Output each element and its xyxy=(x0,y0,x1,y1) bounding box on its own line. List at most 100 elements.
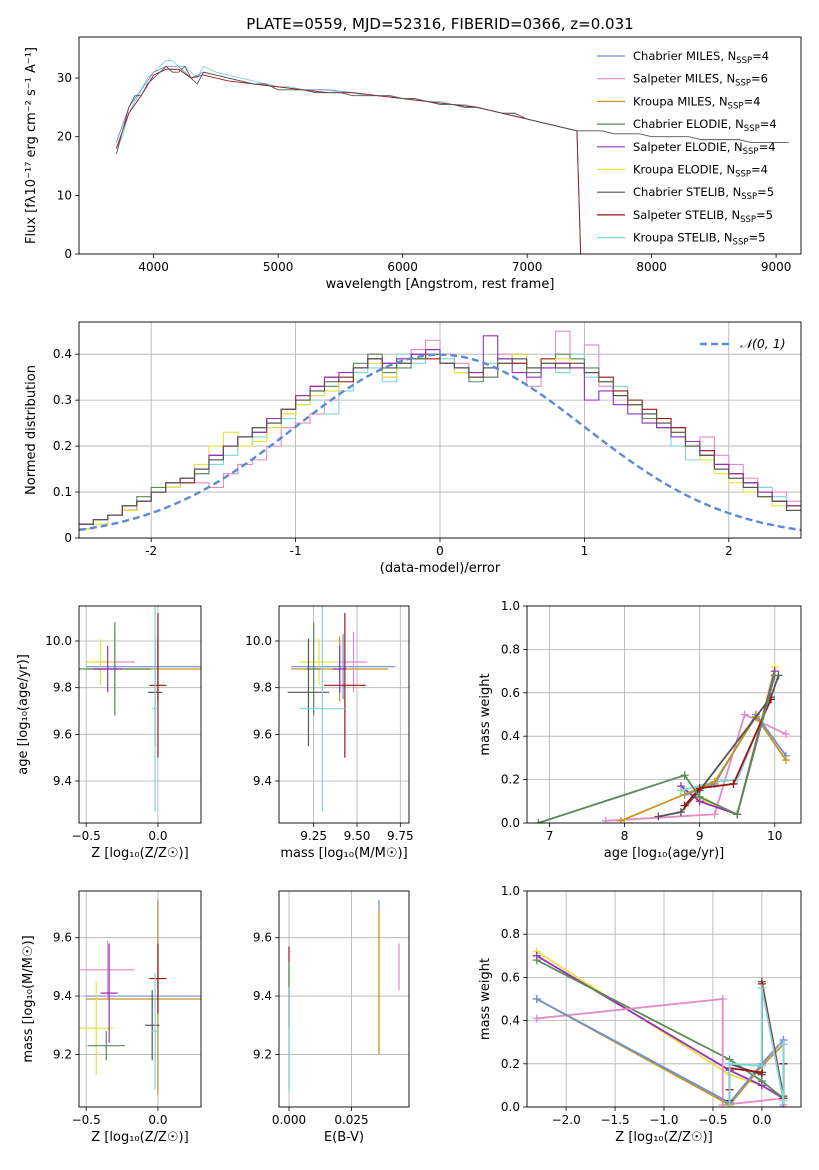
x-tick-label: 4000 xyxy=(138,260,169,274)
plus-marker xyxy=(725,1103,734,1107)
weight-series xyxy=(680,695,775,810)
legend-entry: Chabrier STELIB, NSSP=5 xyxy=(597,185,774,202)
weight-vs-z-panel: −2.0 −1.5 −1.0 −0.5 0.0 0.0 0.2 0.4 0.6 0.8 1.0 Z [… xyxy=(478,884,802,1145)
axes-frame xyxy=(78,890,202,1108)
plus-marker xyxy=(757,1061,766,1070)
axes-frame xyxy=(526,890,802,1108)
age-vs-mass-marks xyxy=(287,606,396,812)
weight-line xyxy=(728,988,785,1107)
axes-frame xyxy=(78,605,202,824)
weight-series xyxy=(725,984,788,1107)
legend-label: 𝒩(0, 1) xyxy=(740,336,786,351)
y-tick-label: 0.6 xyxy=(501,686,520,700)
weight-series xyxy=(725,977,788,1105)
y-tick-label: 9.6 xyxy=(253,931,272,945)
y-tick-label: 0 xyxy=(64,247,72,261)
y-tick-label: 0.4 xyxy=(501,1014,520,1028)
plus-marker xyxy=(532,956,541,965)
x-tick-label: 0.000 xyxy=(272,1113,306,1127)
weight-series xyxy=(616,712,790,823)
x-tick-label: 9.25 xyxy=(300,829,327,843)
age-vs-z-panel: −0.5 0.0 9.4 9.6 9.8 10.0 Z [log₁₀(Z/Z☉)] age [… xyxy=(16,605,202,861)
y-tick-label: 0.0 xyxy=(501,1100,520,1114)
spectrum-line xyxy=(115,60,582,254)
weight-line xyxy=(728,983,785,1099)
plus-marker xyxy=(695,784,704,793)
weight-line xyxy=(537,675,776,823)
x-tick-label: −0.5 xyxy=(698,1113,727,1127)
y-tick-label: 1.0 xyxy=(501,884,520,898)
y-tick-label: 0.6 xyxy=(501,970,520,984)
y-tick-label: 9.2 xyxy=(53,1047,72,1061)
plus-marker xyxy=(676,786,685,795)
legend-label: Chabrier MILES, NSSP=4 xyxy=(633,49,769,66)
x-tick-label: −1.5 xyxy=(601,1113,630,1127)
weight-series xyxy=(601,710,790,823)
x-axis-label: Z [log₁₀(Z/Z☉)] xyxy=(91,846,188,861)
y-tick-label: 10 xyxy=(57,188,72,202)
y-tick-label: 1.0 xyxy=(501,599,520,613)
errorbar-point xyxy=(93,645,123,693)
plus-marker xyxy=(534,819,543,823)
y-tick-label: 9.4 xyxy=(53,989,72,1003)
x-axis-label: (data-model)/error xyxy=(380,561,501,576)
errorbar-point xyxy=(324,613,366,758)
legend-label: Kroupa STELIB, NSSP=5 xyxy=(633,231,765,248)
legend-label: Salpeter ELODIE, NSSP=4 xyxy=(633,140,776,157)
x-tick-label: −2.0 xyxy=(552,1113,581,1127)
weight-line xyxy=(683,698,772,807)
plus-marker xyxy=(532,1014,541,1023)
errorbar-point xyxy=(80,940,135,999)
x-tick-label: 9 xyxy=(696,829,704,843)
plus-marker xyxy=(654,812,663,821)
x-tick-label: 9.75 xyxy=(387,829,414,843)
errorbar-point xyxy=(149,943,167,1014)
y-tick-label: 0.2 xyxy=(501,1057,520,1071)
plus-marker xyxy=(680,771,689,780)
plus-marker xyxy=(781,756,790,765)
plus-marker xyxy=(718,1100,727,1107)
y-tick-label: 10.0 xyxy=(45,634,72,648)
plus-marker xyxy=(740,710,749,719)
plus-marker xyxy=(725,1059,734,1068)
x-tick-label: −0.5 xyxy=(72,1113,101,1127)
plus-marker xyxy=(680,801,689,810)
legend-entry: 𝒩(0, 1) xyxy=(700,336,786,351)
x-axis-label: E(B-V) xyxy=(324,1130,364,1145)
x-tick-label: 2 xyxy=(725,544,733,558)
y-tick-label: 9.8 xyxy=(253,681,272,695)
plus-marker xyxy=(779,1096,788,1105)
axes-frame xyxy=(526,605,802,824)
x-axis-label: wavelength [Angstrom, rest frame] xyxy=(326,277,555,292)
x-tick-label: 0.0 xyxy=(752,1113,771,1127)
y-tick-label: 10.0 xyxy=(245,634,272,648)
residuals-panel: -2 -1 0 1 2 0 0.1 0.2 0.3 0.4 (data-model)/error No… xyxy=(24,321,802,576)
weight-vs-z-marks xyxy=(532,947,788,1107)
mass-vs-z-panel: −0.5 0.0 9.2 9.4 9.6 Z [log₁₀(Z/Z☉)] mass [log… xyxy=(21,890,202,1145)
weight-line xyxy=(658,675,780,818)
mass-vs-ebv-panel: 0.000 0.025 9.2 9.4 9.6 E(B-V) xyxy=(253,890,410,1145)
plus-marker xyxy=(781,730,790,739)
y-tick-label: 9.6 xyxy=(253,727,272,741)
weight-line xyxy=(605,713,787,822)
plot-area: 4000 5000 6000 7000 8000 90000102030wavelengt… xyxy=(16,36,802,1145)
y-tick-label: 0.2 xyxy=(53,439,72,453)
y-tick-label: 9.4 xyxy=(253,774,272,788)
legend-label: Chabrier STELIB, NSSP=5 xyxy=(633,185,774,202)
x-tick-label: 0.0 xyxy=(148,829,167,843)
x-axis-label: Z [log₁₀(Z/Z☉)] xyxy=(91,1130,188,1145)
legend-label: Kroupa ELODIE, NSSP=4 xyxy=(633,163,768,180)
x-tick-label: -1 xyxy=(290,544,302,558)
x-tick-label: 6000 xyxy=(387,260,418,274)
plus-marker xyxy=(710,777,719,786)
axes-frame xyxy=(278,605,410,824)
plus-marker xyxy=(532,995,541,1003)
spectrum-line xyxy=(115,65,789,155)
weight-series xyxy=(532,995,788,1107)
y-tick-label: 9.2 xyxy=(253,1047,272,1061)
spectrum-line xyxy=(115,68,582,254)
y-axis-label: mass weight xyxy=(478,673,493,755)
legend-entry: Salpeter STELIB, NSSP=5 xyxy=(597,208,773,225)
errorbar-point xyxy=(152,972,158,1090)
